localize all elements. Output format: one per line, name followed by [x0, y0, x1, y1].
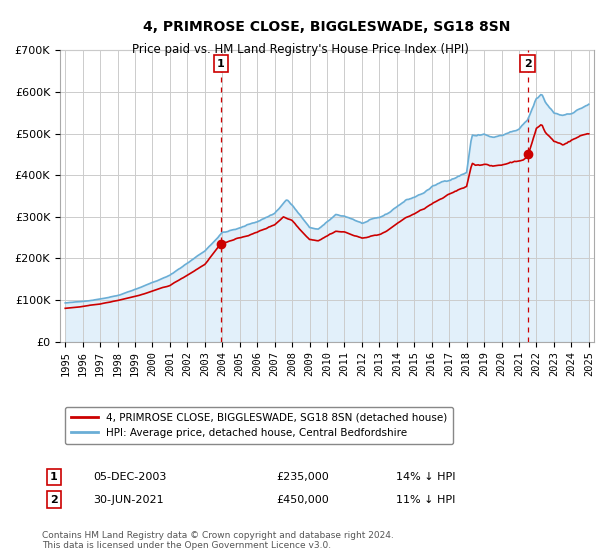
Text: 30-JUN-2021: 30-JUN-2021 [93, 494, 164, 505]
Legend: 4, PRIMROSE CLOSE, BIGGLESWADE, SG18 8SN (detached house), HPI: Average price, d: 4, PRIMROSE CLOSE, BIGGLESWADE, SG18 8SN… [65, 407, 454, 444]
Text: 11% ↓ HPI: 11% ↓ HPI [396, 494, 455, 505]
Text: 1: 1 [217, 58, 225, 68]
Text: 14% ↓ HPI: 14% ↓ HPI [396, 472, 455, 482]
Text: 2: 2 [50, 494, 58, 505]
Text: £235,000: £235,000 [276, 472, 329, 482]
Text: 1: 1 [50, 472, 58, 482]
Text: £450,000: £450,000 [276, 494, 329, 505]
Text: 2: 2 [524, 58, 532, 68]
Text: Price paid vs. HM Land Registry's House Price Index (HPI): Price paid vs. HM Land Registry's House … [131, 43, 469, 55]
Text: Contains HM Land Registry data © Crown copyright and database right 2024.
This d: Contains HM Land Registry data © Crown c… [42, 530, 394, 550]
Title: 4, PRIMROSE CLOSE, BIGGLESWADE, SG18 8SN: 4, PRIMROSE CLOSE, BIGGLESWADE, SG18 8SN [143, 20, 511, 34]
Text: 05-DEC-2003: 05-DEC-2003 [93, 472, 166, 482]
